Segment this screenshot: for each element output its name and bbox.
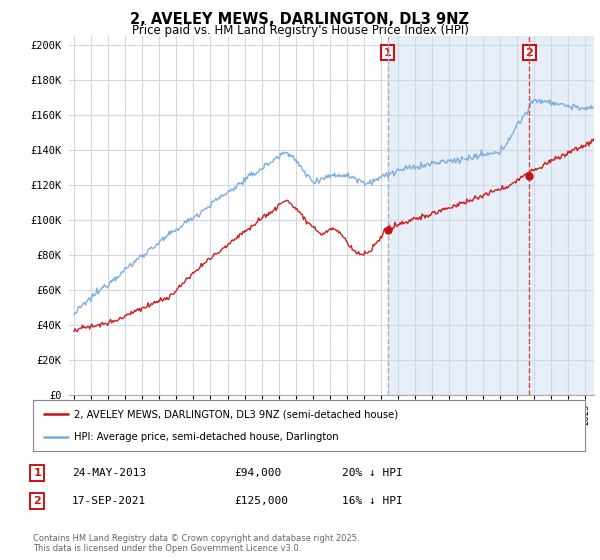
Text: 24-MAY-2013: 24-MAY-2013 — [72, 468, 146, 478]
Text: 16% ↓ HPI: 16% ↓ HPI — [342, 496, 403, 506]
Text: 1: 1 — [34, 468, 41, 478]
Text: Price paid vs. HM Land Registry's House Price Index (HPI): Price paid vs. HM Land Registry's House … — [131, 24, 469, 36]
Text: Contains HM Land Registry data © Crown copyright and database right 2025.
This d: Contains HM Land Registry data © Crown c… — [33, 534, 359, 553]
Text: 2: 2 — [526, 48, 533, 58]
Text: 2: 2 — [34, 496, 41, 506]
Text: 17-SEP-2021: 17-SEP-2021 — [72, 496, 146, 506]
Text: 2, AVELEY MEWS, DARLINGTON, DL3 9NZ: 2, AVELEY MEWS, DARLINGTON, DL3 9NZ — [131, 12, 470, 27]
Bar — [388, 36, 594, 395]
Text: HPI: Average price, semi-detached house, Darlington: HPI: Average price, semi-detached house,… — [74, 432, 339, 442]
Text: 20% ↓ HPI: 20% ↓ HPI — [342, 468, 403, 478]
Text: 1: 1 — [384, 48, 391, 58]
Text: 2, AVELEY MEWS, DARLINGTON, DL3 9NZ (semi-detached house): 2, AVELEY MEWS, DARLINGTON, DL3 9NZ (sem… — [74, 409, 398, 419]
Text: £94,000: £94,000 — [234, 468, 281, 478]
Text: £125,000: £125,000 — [234, 496, 288, 506]
